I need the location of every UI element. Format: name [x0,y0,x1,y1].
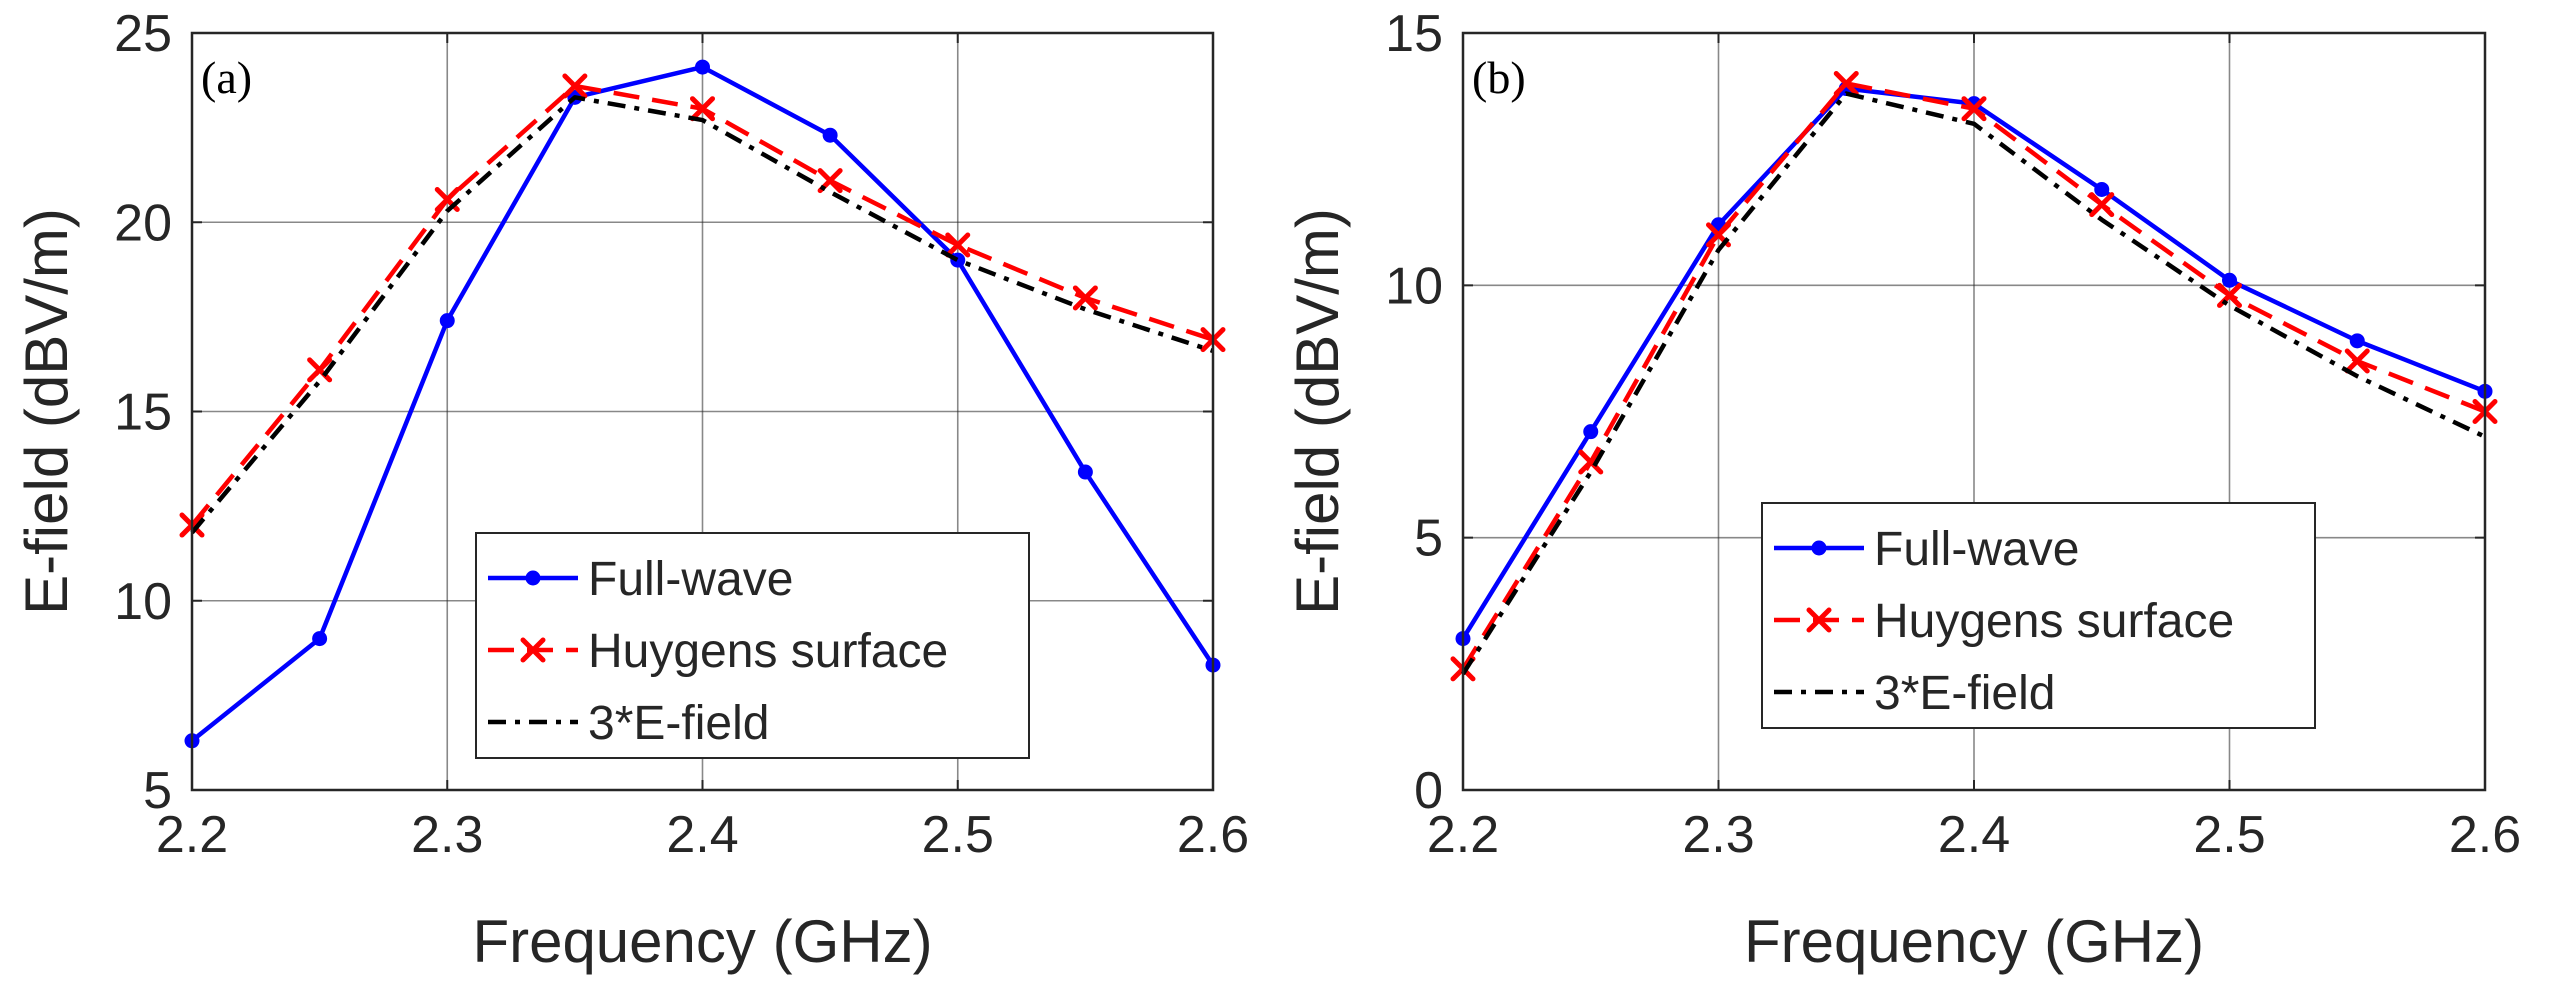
panel-b-ytick-label-3: 15 [1385,5,1443,63]
panel-a-series-full-wave-point-4 [695,59,710,75]
panel-a-legend-box [475,532,1030,759]
panel-a-series-huygens-surface-point-2-stroke-2 [434,187,460,213]
panel-b-series-full-wave-point-1 [1583,424,1599,440]
panel-a-xtick-label-2: 2.4 [666,806,738,864]
panel-a-xtick-label-1: 2.3 [411,806,483,864]
panel-b-y-axis-label: E-field (dBV/m) [1284,208,1351,615]
panel-b-series-huygens-surface-point-3 [1833,70,1859,96]
panel-a-series-huygens-surface-point-6 [945,232,971,258]
panel-a-series-huygens-surface-point-7-stroke-2 [1072,285,1098,311]
panel-a-ytick-label-1: 10 [114,573,172,631]
panel-a-series-huygens-surface-point-1 [307,357,333,383]
panel-a-series-huygens-surface-point-6-stroke-2 [945,232,971,258]
panel-a-series-huygens-surface-point-3-stroke-2 [562,73,588,99]
panel-b-legend-box [1761,502,2316,729]
panel-b-series-huygens-surface-point-5 [2089,192,2115,218]
panel-b-legend-huygens-surface-marker-stroke-2 [1806,607,1832,633]
panel-b-xtick-label-4: 2.6 [2449,806,2521,864]
panel-b-series-huygens-surface-point-3-stroke-2 [1833,70,1859,96]
panel-b-series-huygens-surface-point-2-stroke-2 [1706,222,1731,248]
panel-a-panel-label: (a) [201,52,252,103]
panel-a-series-3-e-field-line [190,95,1214,535]
panel-a-series-full-wave-point-2 [439,313,455,329]
panel-b-x-axis-label: Frequency (GHz) [1744,908,2204,975]
panel-a-legend-3-e-field-label: 3*E-field [588,697,769,750]
panel-b-series-full-wave-point-5 [2094,181,2110,197]
panel-a-series-full-wave-point-1 [312,631,328,647]
panel-a-series-huygens-surface-point-1-stroke-2 [307,357,333,383]
panel-a-legend-huygens-surface-marker [520,637,546,663]
panel-b-series-huygens-surface-point-4-stroke-2 [1961,96,1987,122]
panel-a-ytick-label-4: 25 [114,5,172,63]
panel-a-series-huygens-surface-point-4-stroke-2 [690,96,715,122]
panel-b-series-full-wave-point-6 [2222,272,2237,288]
panel-b-series-huygens-surface-point-7-stroke-2 [2344,348,2370,374]
panel-a-x-axis-label: Frequency (GHz) [472,908,932,975]
panel-a-ytick-label-0: 5 [143,762,172,820]
panel-a-legend-huygens-surface-marker-stroke-2 [520,637,546,663]
panel-b-legend-huygens-surface-marker [1806,607,1832,633]
panel-a-ytick-label-2: 15 [114,384,172,442]
panel-b: 2.2 2.3 2.4 2.5 2.6 0 5 10 15 Frequency (GHz) E-fi… [1284,5,2521,975]
panel-b-series-3-e-field-line [1461,91,2486,676]
panel-b-series-huygens-surface-point-1 [1578,449,1604,475]
panel-a-ytick-label-3: 20 [114,194,172,252]
panel-b-series-full-wave-point-7 [2349,333,2365,349]
panel-b-legend-huygens-surface-label: Huygens surface [1874,595,2234,648]
panel-b-legend-full-wave-label: Full-wave [1874,523,2079,576]
panel-a-xtick-label-4: 2.6 [1177,806,1249,864]
panel-b-legend: Full-wave Huygens surface 3*E-field [1761,502,2316,729]
panel-b-ytick-label-2: 10 [1385,257,1443,315]
panel-b-ytick-label-1: 5 [1414,510,1443,568]
panel-a-series-full-wave-point-7 [1077,464,1093,480]
panel-b-series-huygens-surface-point-5-stroke-2 [2089,192,2115,218]
panel-b-panel-label: (b) [1472,52,1526,103]
panel-b-ytick-label-0: 0 [1414,762,1443,820]
panel-b-legend-full-wave-marker [1811,540,1827,556]
panel-a-legend-full-wave-label: Full-wave [588,553,793,606]
panel-b-xtick-label-3: 2.5 [2193,806,2265,864]
panel-a-xtick-label-3: 2.5 [922,806,994,864]
panel-a-series-huygens-surface-point-7 [1072,285,1098,311]
panel-a-legend-huygens-surface-label: Huygens surface [588,625,948,678]
panel-a-xtick-label-0: 2.2 [156,806,228,864]
panel-b-series-huygens-surface-point-1-stroke-2 [1578,449,1604,475]
panel-a-legend-full-wave-marker [525,570,541,586]
panel-a-series-full-wave-point-5 [822,127,838,143]
panel-b-series-huygens-surface-point-7 [2344,348,2370,374]
panel-b-legend-3-e-field-label: 3*E-field [1874,667,2055,720]
panel-b-series-huygens-surface-point-4 [1961,96,1987,122]
panel-b-xtick-label-1: 2.3 [1682,806,1754,864]
panel-a-y-axis-label: E-field (dBV/m) [13,208,80,615]
panel-a-series-huygens-surface-point-4 [690,96,715,122]
panel-a: 2.2 2.3 2.4 2.5 2.6 5 10 15 20 25 Frequency (GHz) E… [13,5,1249,975]
panel-b-xtick-label-2: 2.4 [1938,806,2010,864]
panel-a-legend: Full-wave Huygens surface 3*E-field [475,532,1030,759]
panel-b-xtick-label-0: 2.2 [1427,806,1499,864]
panel-a-series-huygens-surface-point-3 [562,73,588,99]
